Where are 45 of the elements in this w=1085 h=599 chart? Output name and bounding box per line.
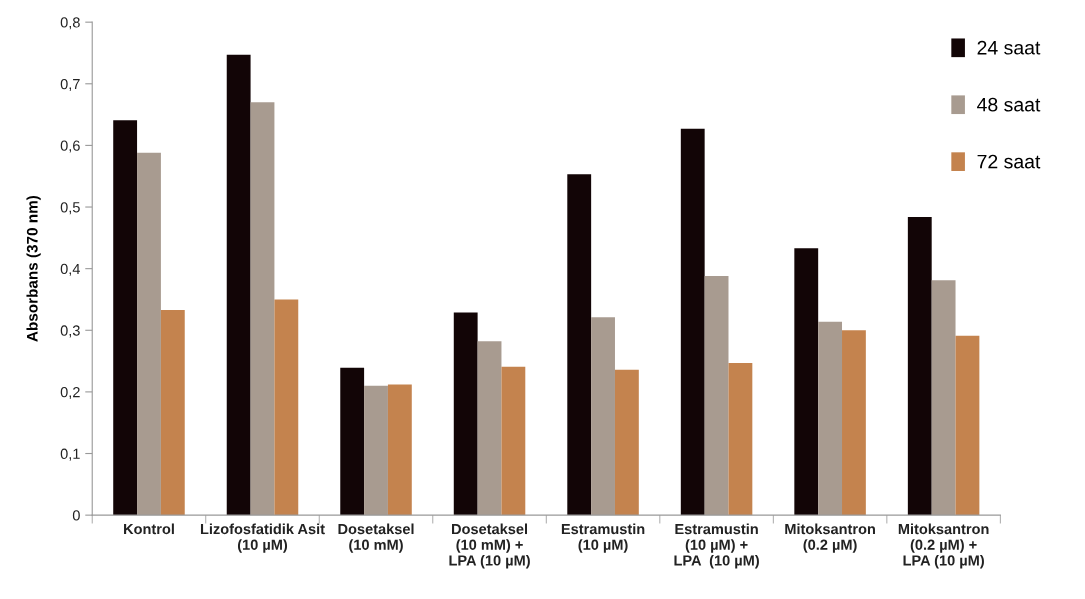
x-tick-label: Estramustin (10 µM) — [561, 523, 645, 553]
y-tick-label: 0,2 — [60, 387, 80, 400]
y-tick-label: 0,7 — [60, 78, 80, 91]
x-tick-label: Mitoksantron (0.2 µM) + LPA (10 µM) — [898, 523, 989, 569]
bar — [955, 335, 980, 516]
legend-label: 48 saat — [977, 97, 1041, 112]
bar — [931, 280, 956, 516]
bar — [340, 367, 365, 516]
y-tick-label: 0,3 — [60, 325, 80, 338]
x-tick-label: Kontrol — [124, 523, 174, 535]
bar — [364, 385, 388, 516]
bar — [818, 321, 843, 516]
x-tick-label: Mitoksantron (0.2 µM) — [785, 523, 875, 553]
bar — [794, 248, 819, 516]
y-tick-label: 0,4 — [60, 263, 80, 276]
bar — [907, 216, 932, 516]
bar — [728, 362, 753, 516]
bar — [453, 312, 478, 516]
bar — [591, 317, 615, 516]
x-tick-label: Dosetaksel (10 mM) — [338, 523, 414, 553]
bar — [614, 369, 639, 516]
bar — [501, 366, 526, 516]
bar — [842, 330, 866, 516]
bar — [274, 299, 299, 516]
bar — [704, 276, 729, 516]
x-tick-label: Estramustin (10 µM) + LPA (10 µM) — [674, 523, 759, 569]
bar — [680, 128, 705, 516]
bar — [477, 341, 502, 516]
bar — [387, 384, 412, 516]
bar — [567, 174, 592, 516]
bar — [250, 102, 275, 516]
bar — [160, 309, 185, 516]
legend-label: 72 saat — [977, 154, 1041, 169]
x-tick-label: Lizofosfatidik Asit (10 µM) — [200, 523, 325, 553]
y-axis-title: Absorbans (370 nm) — [26, 195, 41, 342]
y-tick-label: 0,1 — [60, 448, 80, 461]
bar — [226, 54, 251, 516]
y-tick-label: 0,8 — [60, 17, 80, 30]
y-tick-label: 0,5 — [60, 202, 80, 215]
legend-label: 24 saat — [977, 40, 1041, 55]
y-tick-label: 0,6 — [60, 140, 80, 153]
x-tick-label: Dosetaksel (10 mM) + LPA (10 µM) — [449, 523, 530, 569]
bar — [113, 120, 138, 516]
bar — [137, 152, 161, 516]
y-tick-label: 0 — [72, 510, 80, 521]
